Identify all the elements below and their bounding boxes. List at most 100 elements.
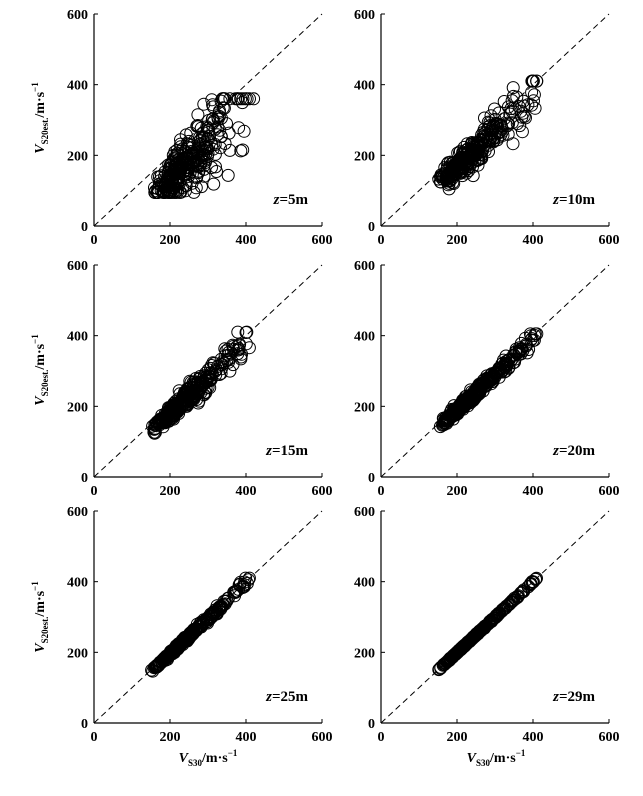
data-point	[201, 121, 214, 135]
x-tick-label: 600	[312, 484, 333, 499]
ylabel-main: V	[33, 143, 48, 154]
data-point	[180, 158, 194, 172]
data-point	[223, 143, 237, 157]
data-point	[486, 613, 500, 626]
data-point	[511, 589, 525, 603]
svg-text:VS20est./m·s−1: VS20est./m·s−1	[30, 82, 50, 154]
data-point	[467, 148, 481, 162]
data-point	[176, 165, 190, 179]
data-point	[167, 155, 181, 169]
data-point	[176, 397, 190, 411]
data-point	[499, 599, 513, 613]
data-point	[216, 92, 230, 106]
data-point	[514, 342, 528, 356]
panel-1: 0 200 400 600 0 200 400 600 z=5m	[67, 8, 333, 248]
data-point	[529, 572, 543, 586]
panel-depth-label: z=5m	[273, 192, 309, 208]
y-tick-label: 200	[67, 400, 88, 415]
data-point	[483, 374, 497, 388]
y-tick-label: 200	[354, 149, 375, 164]
data-point	[217, 356, 231, 370]
data-point	[451, 646, 464, 660]
data-point	[451, 401, 465, 415]
data-point	[220, 354, 234, 367]
data-point	[506, 137, 520, 151]
scatter-points	[432, 74, 544, 196]
data-point	[190, 170, 204, 183]
data-point	[502, 597, 516, 611]
data-point	[228, 586, 242, 599]
data-point	[207, 177, 221, 191]
data-point	[158, 185, 172, 199]
x-tick-label: 200	[160, 484, 181, 499]
ylabel-row-1: VS20est./m·s−1	[30, 82, 50, 154]
y-tick-label: 400	[67, 79, 88, 94]
data-point	[194, 121, 208, 135]
data-point	[205, 93, 219, 107]
data-point	[206, 356, 220, 370]
panel-depth-label: z=15m	[265, 443, 308, 459]
ylabel-sub: S20est.	[40, 617, 50, 644]
data-point	[490, 133, 504, 147]
panel-depth-label: z=29m	[552, 689, 595, 705]
x-tick-label: 600	[599, 484, 620, 499]
data-point	[165, 409, 179, 423]
y-tick-label: 0	[81, 220, 88, 235]
data-point	[247, 92, 261, 106]
x-tick-label: 200	[160, 730, 181, 745]
data-point	[446, 167, 460, 181]
data-point	[445, 168, 459, 182]
data-point	[463, 634, 477, 648]
data-point	[185, 176, 199, 190]
xlabel-sub: S30	[188, 758, 203, 768]
data-point	[240, 92, 254, 106]
data-point	[525, 98, 539, 112]
data-point	[526, 575, 540, 589]
xlabel-unit: /m·s	[489, 751, 516, 766]
data-point	[234, 144, 248, 158]
data-point	[513, 119, 527, 133]
data-point	[157, 416, 171, 429]
data-point	[205, 161, 218, 174]
y-tick-label: 0	[368, 471, 375, 486]
x-tick-label: 400	[236, 730, 257, 745]
ylabel-row-2: VS20est./m·s−1	[30, 334, 50, 406]
y-tick-label: 600	[67, 505, 88, 520]
panel-3: 0 200 400 600 0 200 400 600 z=15m	[67, 259, 333, 499]
data-point	[161, 165, 175, 179]
data-point	[516, 344, 530, 358]
y-tick-label: 600	[67, 8, 88, 23]
y-tick-label: 400	[354, 79, 375, 94]
data-point	[197, 369, 211, 383]
x-tick-label: 0	[91, 484, 98, 499]
data-point	[209, 160, 222, 174]
data-point	[524, 576, 538, 590]
data-point	[211, 120, 225, 134]
data-point	[214, 352, 228, 366]
data-point	[478, 619, 492, 633]
data-point	[460, 636, 474, 650]
x-tick-label: 0	[91, 730, 98, 745]
data-point	[528, 327, 542, 341]
ylabel-sub: S20est.	[40, 118, 50, 145]
data-point	[197, 97, 211, 111]
data-point	[227, 585, 241, 599]
data-point	[240, 325, 254, 339]
data-point	[488, 102, 501, 116]
data-point	[196, 131, 209, 145]
y-tick-label: 400	[67, 330, 88, 345]
data-point	[148, 417, 162, 431]
data-point	[237, 124, 251, 138]
data-point	[191, 146, 204, 160]
data-point	[184, 126, 198, 140]
data-point	[191, 386, 205, 400]
data-point	[169, 642, 183, 656]
ylabel-sup: −1	[30, 334, 40, 344]
data-point	[508, 102, 522, 116]
data-point	[456, 394, 470, 408]
data-point	[440, 169, 454, 183]
data-point	[515, 110, 529, 124]
data-point	[527, 88, 541, 102]
data-point	[178, 633, 192, 647]
